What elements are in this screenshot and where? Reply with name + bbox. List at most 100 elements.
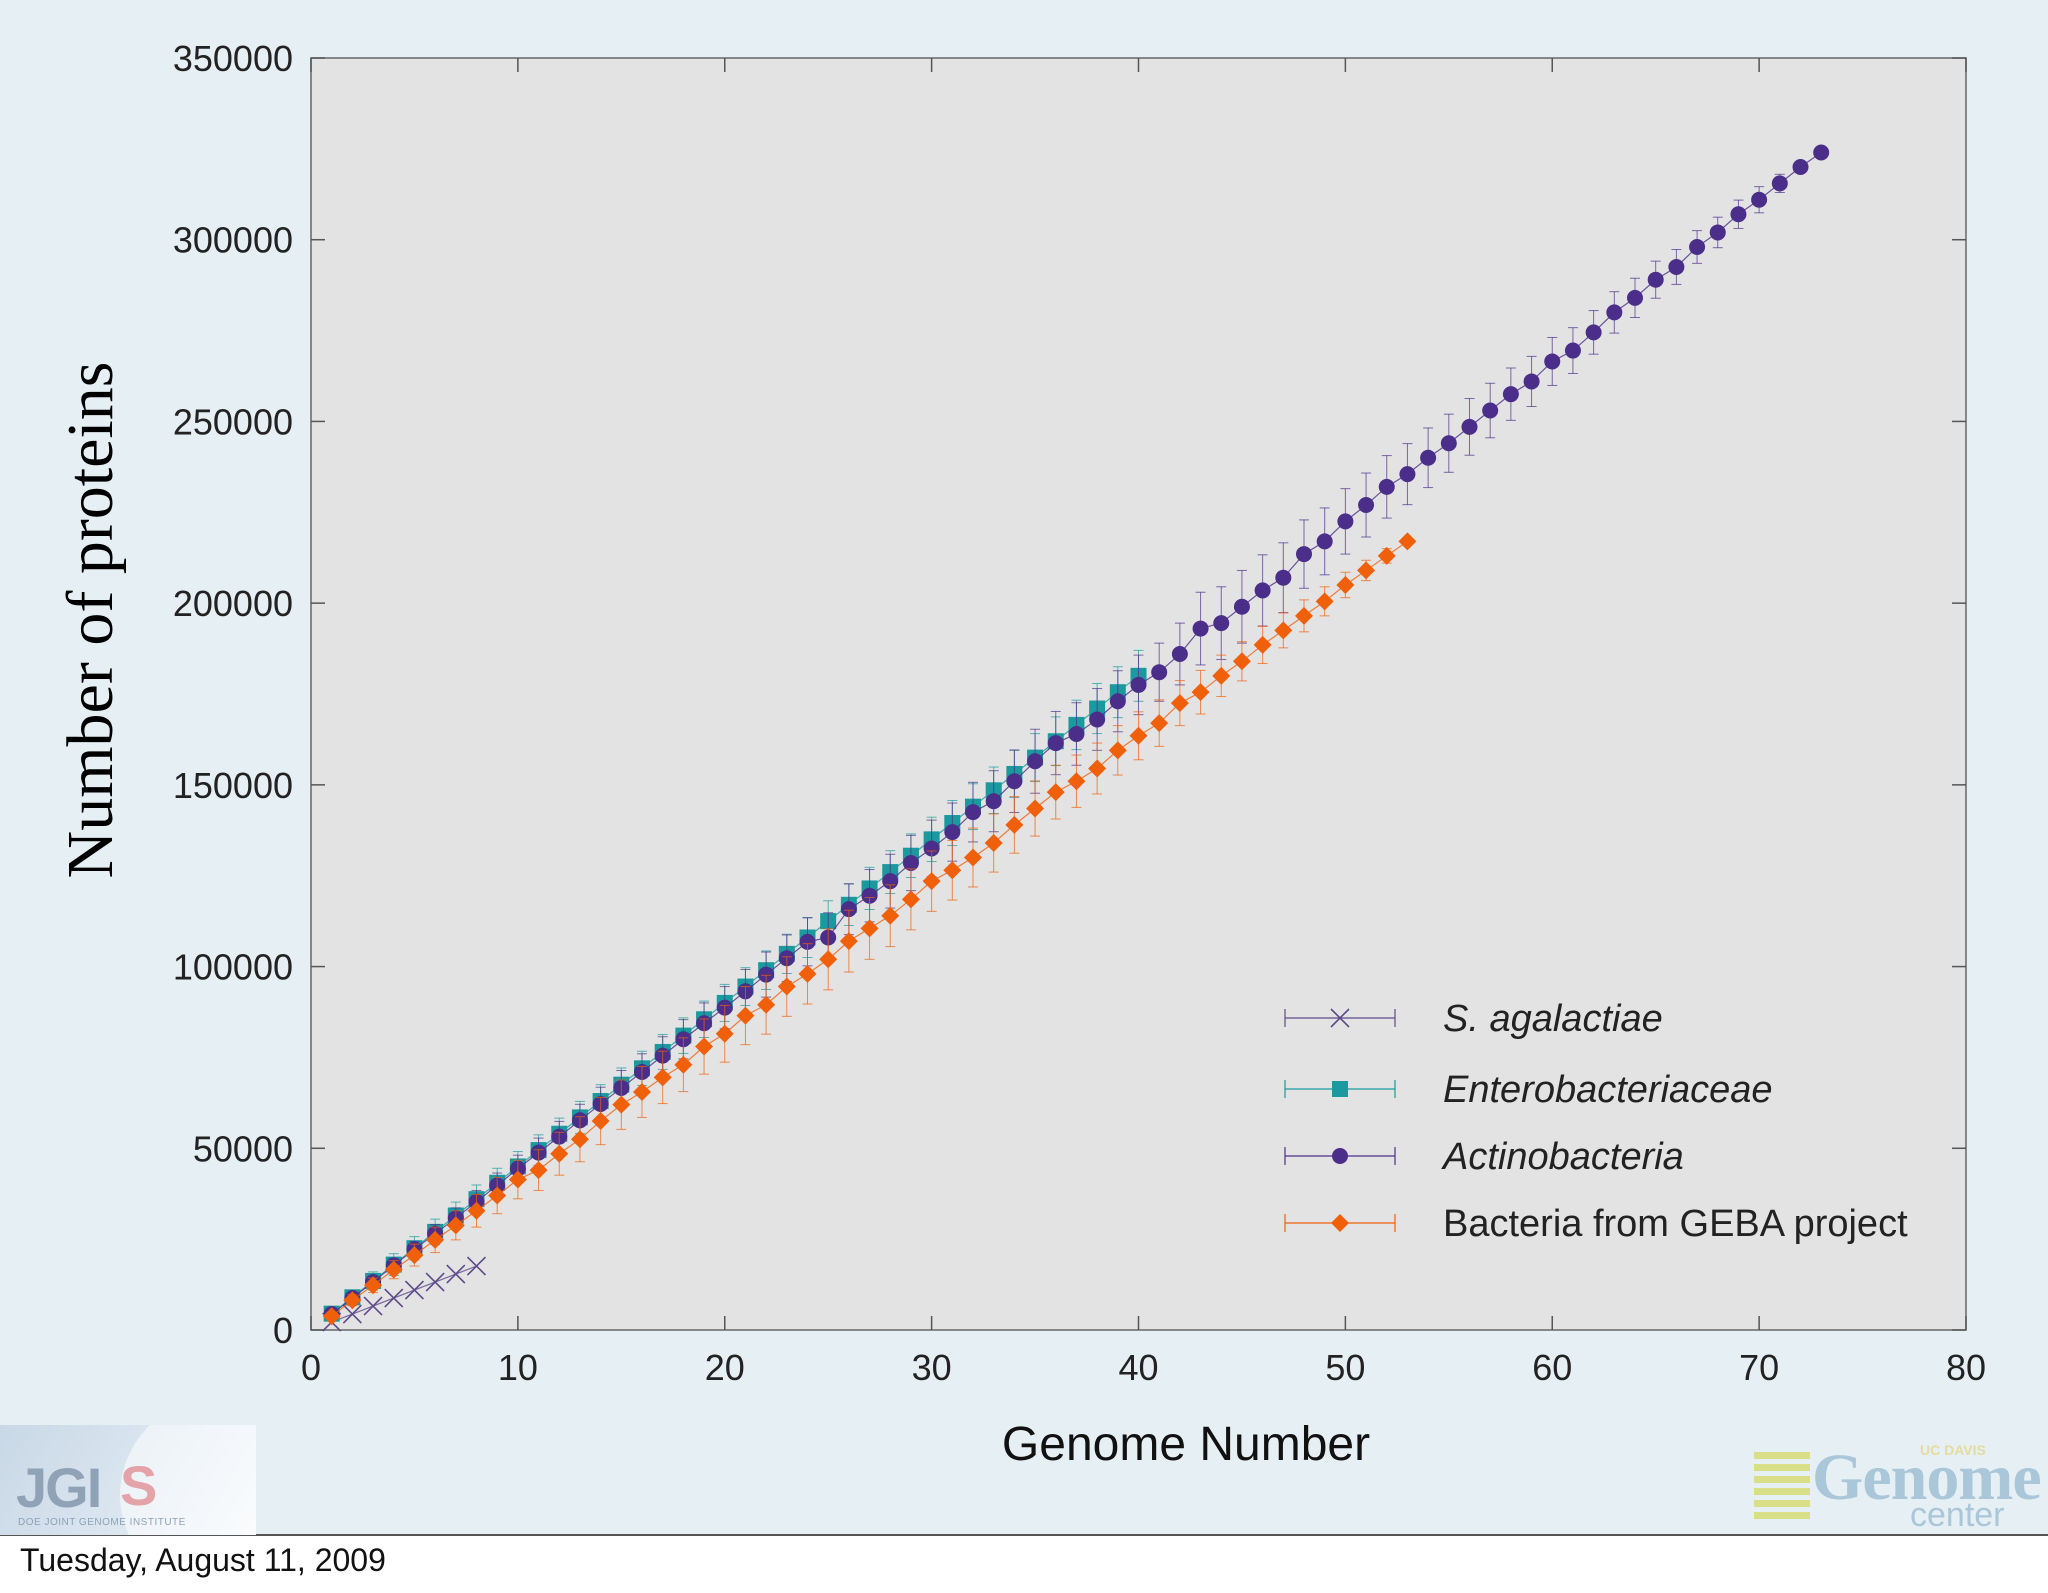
data-point xyxy=(1232,652,1251,671)
legend-marker xyxy=(1330,1008,1350,1028)
legend: S. agalactiae Enterobacteriaceae Actinobac… xyxy=(1284,998,1908,1245)
data-point xyxy=(1502,386,1519,403)
data-point xyxy=(1709,224,1726,241)
data-point xyxy=(1420,449,1437,466)
data-point xyxy=(1730,206,1747,223)
y-tick-label: 350000 xyxy=(173,38,293,79)
data-point xyxy=(570,1130,589,1149)
data-point xyxy=(1109,693,1126,710)
jgi-swirl-icon: S xyxy=(120,1454,158,1517)
data-point xyxy=(1068,725,1085,742)
data-point xyxy=(322,1307,341,1326)
data-point xyxy=(1006,773,1023,790)
data-point xyxy=(1005,815,1024,834)
data-point xyxy=(944,824,961,841)
data-point xyxy=(1336,575,1355,594)
data-point xyxy=(1212,666,1231,685)
data-point xyxy=(984,834,1003,853)
data-point xyxy=(922,872,941,891)
data-point xyxy=(591,1112,610,1131)
data-point xyxy=(1813,144,1830,161)
data-point xyxy=(901,890,920,909)
data-point xyxy=(446,1216,465,1235)
y-tick-label: 50000 xyxy=(193,1128,293,1169)
data-point xyxy=(1129,726,1148,745)
y-axis-title: Number of proteins xyxy=(54,362,127,879)
series-line xyxy=(331,1265,477,1323)
data-point xyxy=(1296,546,1312,563)
data-point xyxy=(777,977,796,996)
data-point xyxy=(923,840,940,857)
legend-label: S. agalactiae xyxy=(1443,998,1663,1040)
x-tick-label: 50 xyxy=(1325,1347,1365,1388)
data-point xyxy=(1792,159,1809,176)
data-point xyxy=(1585,324,1602,341)
data-point xyxy=(1377,546,1396,565)
data-point xyxy=(1564,342,1581,359)
data-point xyxy=(363,1296,383,1316)
y-tick-label: 200000 xyxy=(173,583,293,624)
data-point xyxy=(1191,683,1210,702)
data-point xyxy=(384,1288,404,1308)
data-point xyxy=(1771,175,1788,192)
legend-marker xyxy=(1331,1214,1349,1232)
x-tick-label: 40 xyxy=(1118,1347,1158,1388)
data-point xyxy=(902,854,919,871)
legend-item: Actinobacteria xyxy=(1284,1136,1684,1178)
data-point xyxy=(715,1024,734,1043)
jgi-logo-subtext: DOE JOINT GENOME INSTITUTE xyxy=(18,1517,186,1528)
data-point xyxy=(1151,664,1168,681)
y-tick-label: 0 xyxy=(273,1310,293,1351)
data-point xyxy=(695,1037,714,1056)
data-point xyxy=(1378,478,1395,495)
data-point xyxy=(1150,714,1169,733)
data-point xyxy=(550,1144,569,1163)
data-point xyxy=(1171,646,1188,663)
slide-background: 0 10 20 30 40 50 60 70 80 0 50000 100000 150000 20000… xyxy=(0,0,2048,1536)
data-point xyxy=(798,964,817,983)
data-point xyxy=(860,919,879,938)
legend-label: Bacteria from GEBA project xyxy=(1443,1203,1908,1245)
data-point xyxy=(1358,497,1375,514)
data-point xyxy=(819,950,838,969)
data-point xyxy=(840,901,857,918)
data-point xyxy=(446,1264,466,1284)
x-tick-label: 60 xyxy=(1532,1347,1572,1388)
data-point xyxy=(1523,373,1540,390)
data-point xyxy=(1668,258,1685,275)
data-point xyxy=(364,1276,383,1295)
data-point xyxy=(653,1068,672,1087)
y-tick-label: 150000 xyxy=(173,765,293,806)
data-point xyxy=(1315,592,1334,611)
chart: 0 10 20 30 40 50 60 70 80 0 50000 100000 150000 20000… xyxy=(54,38,1986,1471)
x-tick-label: 70 xyxy=(1739,1347,1779,1388)
data-point xyxy=(964,848,982,867)
data-point xyxy=(1544,353,1561,370)
chart-marks xyxy=(322,144,1830,1332)
data-point xyxy=(467,1201,486,1220)
data-point xyxy=(404,1280,425,1300)
data-point xyxy=(674,1055,693,1074)
series-3 xyxy=(322,532,1417,1326)
data-point xyxy=(1399,466,1416,483)
data-point xyxy=(1357,561,1376,580)
footer-date: Tuesday, August 11, 2009 xyxy=(20,1542,386,1578)
data-point xyxy=(529,1161,548,1180)
data-point xyxy=(758,966,775,983)
x-tick-label: 80 xyxy=(1946,1347,1986,1388)
data-point xyxy=(1274,621,1293,640)
y-tick-label: 250000 xyxy=(173,401,293,442)
series-line xyxy=(331,675,1139,1315)
data-point xyxy=(1108,741,1127,760)
jgi-logo-text: JGI xyxy=(16,1456,102,1519)
data-point xyxy=(881,906,900,925)
data-point xyxy=(488,1186,507,1205)
data-point xyxy=(1026,799,1045,818)
legend-item: Bacteria from GEBA project xyxy=(1284,1203,1908,1245)
data-point xyxy=(1440,435,1457,452)
data-point xyxy=(1689,238,1706,255)
legend-item: Enterobacteriaceae xyxy=(1284,1069,1773,1111)
x-tick-label: 0 xyxy=(301,1347,321,1388)
legend-item: S. agalactiae xyxy=(1284,998,1663,1040)
data-point xyxy=(1751,191,1768,208)
